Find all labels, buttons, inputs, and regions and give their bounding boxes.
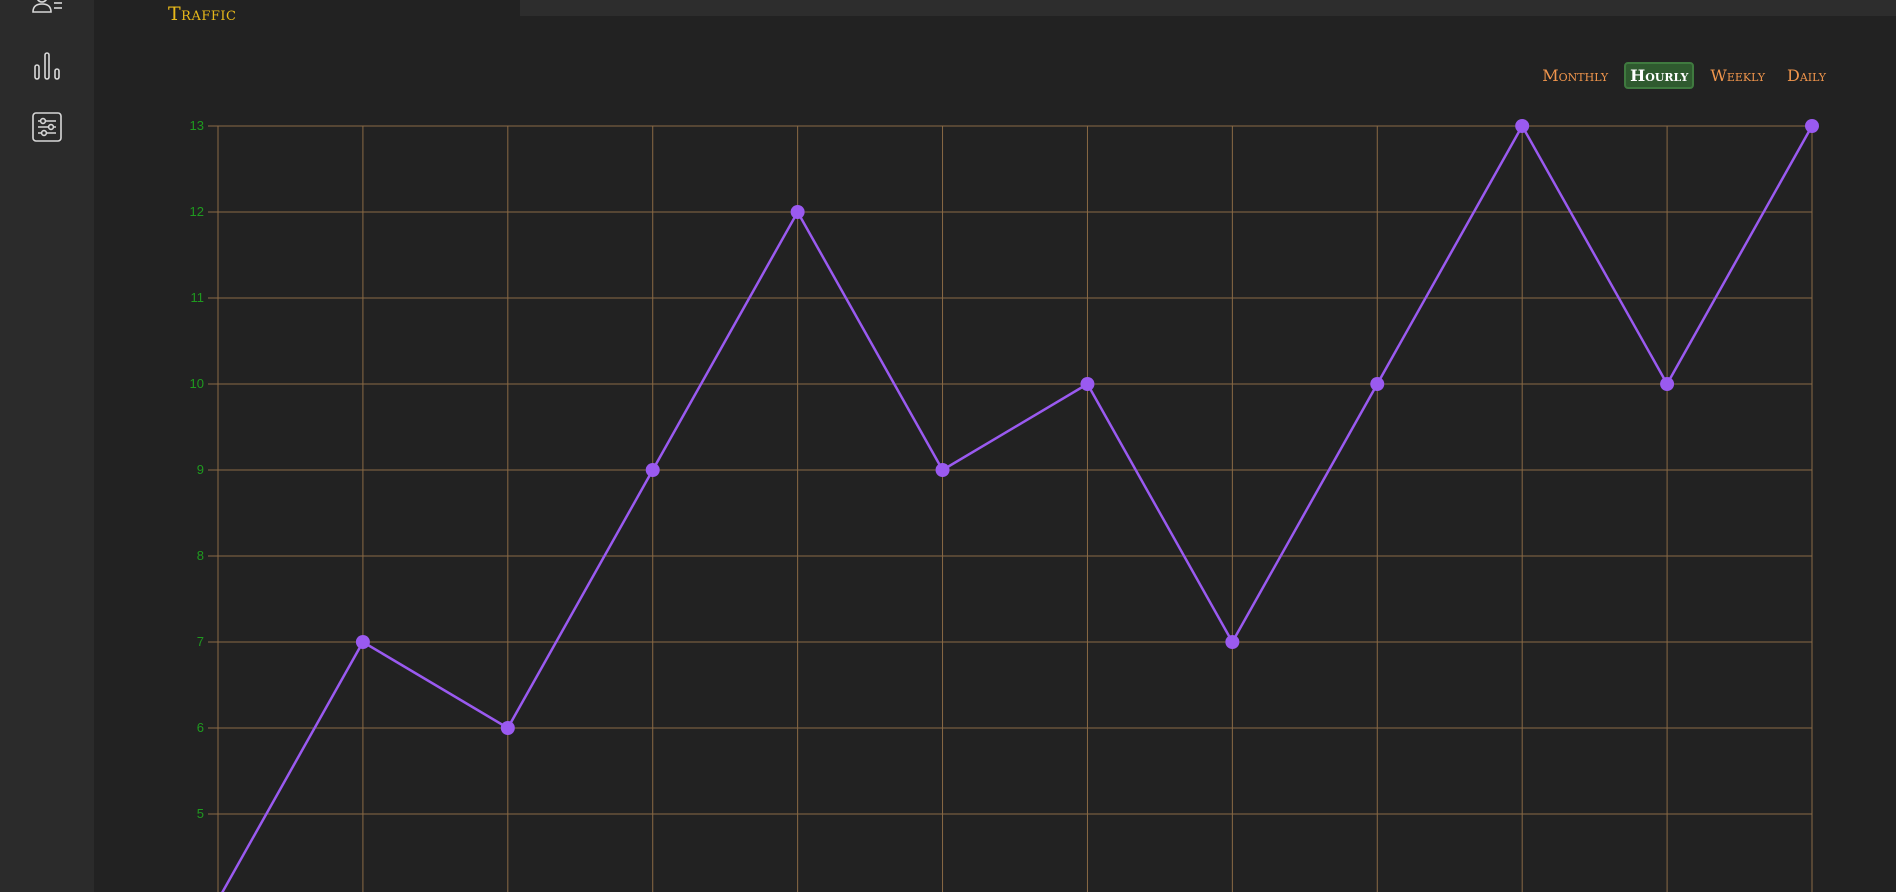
y-tick-label: 7 <box>197 634 204 649</box>
data-point <box>1225 635 1240 649</box>
data-point <box>500 721 515 735</box>
y-tick-label: 9 <box>197 462 204 477</box>
tab-hourly[interactable]: Hourly <box>1624 62 1695 89</box>
main-panel: Traffic Monthly Hourly Weekly Daily 5 6 7 8… <box>94 0 1896 892</box>
y-tick-label: 6 <box>197 720 204 735</box>
data-point <box>1080 377 1095 391</box>
data-point <box>935 463 950 477</box>
series-line <box>221 123 1814 892</box>
section-title: Traffic <box>168 3 237 25</box>
data-point <box>1515 119 1530 133</box>
y-tick-label: 8 <box>197 548 204 563</box>
tab-daily[interactable]: Daily <box>1787 66 1826 85</box>
period-tabs: Monthly Hourly Weekly Daily <box>1536 62 1832 89</box>
tab-weekly[interactable]: Weekly <box>1710 66 1766 85</box>
bar-chart-icon[interactable] <box>30 49 64 83</box>
data-point <box>1805 119 1819 133</box>
y-tick-label: 11 <box>191 290 205 305</box>
y-tick-label: 13 <box>190 118 204 133</box>
sidebar <box>0 0 94 892</box>
data-point <box>645 463 660 477</box>
top-divider-bar <box>520 0 1896 16</box>
data-point <box>355 635 370 649</box>
y-tick-label: 10 <box>190 376 204 391</box>
traffic-line-chart: 5 6 7 8 9 10 11 12 13 <box>190 118 1819 892</box>
y-tick-label: 12 <box>190 204 204 219</box>
data-point <box>1370 377 1385 391</box>
tab-monthly[interactable]: Monthly <box>1542 66 1609 85</box>
data-point <box>790 205 805 219</box>
sliders-icon[interactable] <box>30 110 64 144</box>
users-list-icon[interactable] <box>30 0 64 22</box>
y-tick-label: 5 <box>197 806 204 821</box>
data-point <box>1660 377 1675 391</box>
